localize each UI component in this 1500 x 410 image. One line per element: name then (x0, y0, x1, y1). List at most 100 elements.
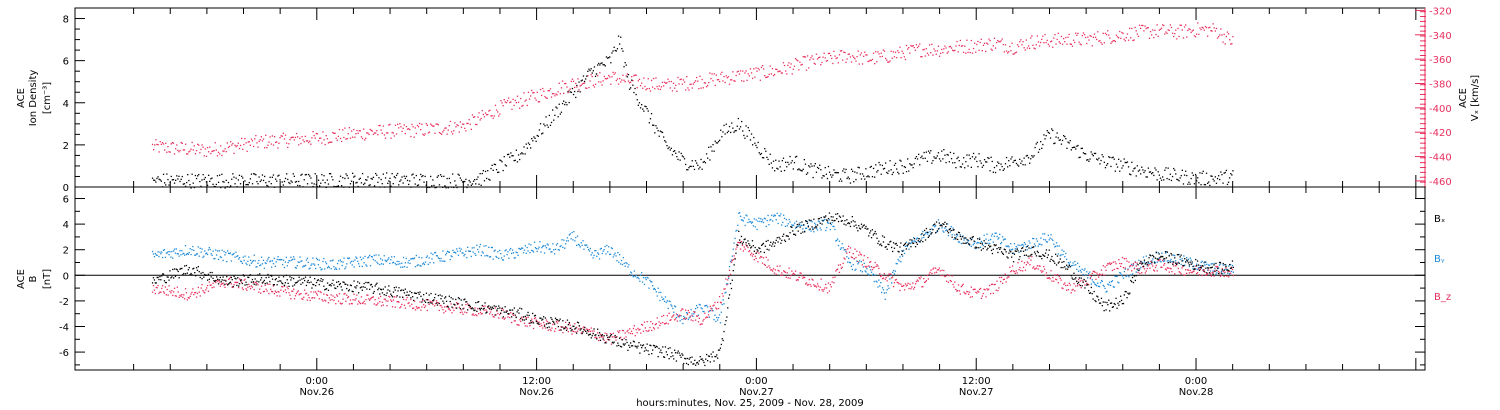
bx-series-point (369, 288, 371, 290)
velocity-series-point (589, 80, 591, 82)
by-series-point (1171, 261, 1173, 263)
by-series-point (398, 260, 400, 263)
bz-series-point (955, 288, 957, 291)
density-series-point (293, 175, 295, 177)
velocity-series-point (1081, 35, 1083, 37)
bx-series-point (166, 276, 168, 278)
by-series-point (216, 254, 218, 256)
by-series-point (671, 305, 673, 307)
by-series-point (565, 240, 568, 242)
bx-series-point (156, 276, 158, 279)
by-series-point (274, 265, 276, 267)
density-series-point (169, 181, 171, 184)
velocity-series-point (1142, 24, 1144, 27)
density-series-point (1071, 147, 1074, 149)
bz-series-point (418, 307, 420, 309)
bz-series-point (215, 281, 217, 284)
density-series-point (1090, 151, 1092, 153)
bz-series-point (388, 295, 390, 298)
by-series-point (831, 222, 833, 224)
velocity-series-point (211, 150, 213, 153)
bz-series-point (463, 307, 465, 309)
velocity-series-point (315, 132, 317, 135)
density-series-point (1125, 161, 1127, 164)
by-series-point (748, 218, 750, 221)
by-series-point (1061, 249, 1063, 251)
by-series-point (154, 252, 156, 255)
density-series-point (663, 136, 665, 138)
density-series-point (660, 131, 663, 133)
bz-series-point (763, 263, 765, 266)
density-series-point (903, 166, 905, 168)
bx-series-point (214, 280, 216, 283)
velocity-series-point (498, 115, 500, 117)
by-series-point (396, 260, 398, 263)
bz-series-point (1127, 269, 1129, 271)
by-series-point (284, 261, 286, 263)
velocity-series-point (925, 48, 927, 50)
bz-series-point (712, 305, 714, 307)
bz-series-point (663, 314, 665, 317)
by-series-point (630, 271, 632, 273)
density-series-point (1179, 177, 1181, 179)
by-series-point (722, 299, 724, 301)
density-series-point (301, 173, 303, 175)
by-series-point (472, 251, 474, 253)
bz-series-point (380, 295, 382, 298)
density-series-point (766, 156, 768, 158)
bz-series-point (415, 306, 417, 308)
velocity-series-point (358, 130, 360, 132)
by-series-point (331, 260, 333, 262)
density-series-point (203, 178, 205, 180)
by-series-point (189, 248, 191, 250)
by-series-point (797, 225, 799, 227)
bz-series-point (404, 307, 406, 309)
by-series-point (170, 256, 172, 258)
bz-series-point (535, 319, 537, 321)
bz-series-point (358, 301, 361, 304)
bz-series-point (539, 325, 541, 327)
bz-series-point (1111, 269, 1114, 272)
bx-series-point (244, 284, 246, 286)
bz-series-point (788, 267, 790, 269)
bz-series-point (912, 282, 914, 284)
density-series-point (1016, 164, 1019, 166)
velocity-series-point (808, 67, 810, 69)
velocity-series-point (404, 132, 406, 135)
velocity-series-point (1122, 32, 1124, 35)
bz-series-point (200, 287, 202, 289)
density-series-point (1170, 179, 1173, 182)
velocity-series-point (1200, 28, 1202, 31)
density-series-point (211, 177, 213, 179)
by-series-point (1205, 261, 1207, 263)
velocity-series-point (886, 59, 888, 61)
bz-series-point (676, 320, 678, 322)
by-series-point (586, 244, 588, 246)
density-series-point (441, 175, 443, 178)
velocity-series-point (382, 125, 384, 127)
velocity-series-point (999, 41, 1001, 43)
velocity-series-point (1186, 36, 1188, 38)
by-series-point (1143, 261, 1146, 263)
bz-series-point (323, 293, 325, 295)
velocity-series-point (419, 122, 421, 125)
by-series-point (205, 253, 207, 255)
bz-series-point (982, 292, 984, 295)
bz-series-point (422, 299, 424, 302)
by-series-point (513, 257, 515, 259)
velocity-series-point (753, 68, 755, 70)
velocity-series-point (759, 79, 761, 81)
bz-series-point (517, 324, 519, 326)
velocity-series-point (600, 81, 602, 83)
bz-series-point (670, 319, 672, 321)
velocity-series-point (652, 86, 654, 88)
bx-series-point (222, 276, 224, 278)
velocity-series-point (845, 61, 847, 63)
bx-series-point (325, 288, 328, 290)
velocity-series-point (379, 124, 381, 127)
density-series-point (191, 173, 193, 175)
velocity-series-point (455, 126, 457, 128)
density-series-point (783, 169, 786, 172)
density-series-point (838, 180, 841, 182)
bz-series-point (574, 323, 576, 325)
